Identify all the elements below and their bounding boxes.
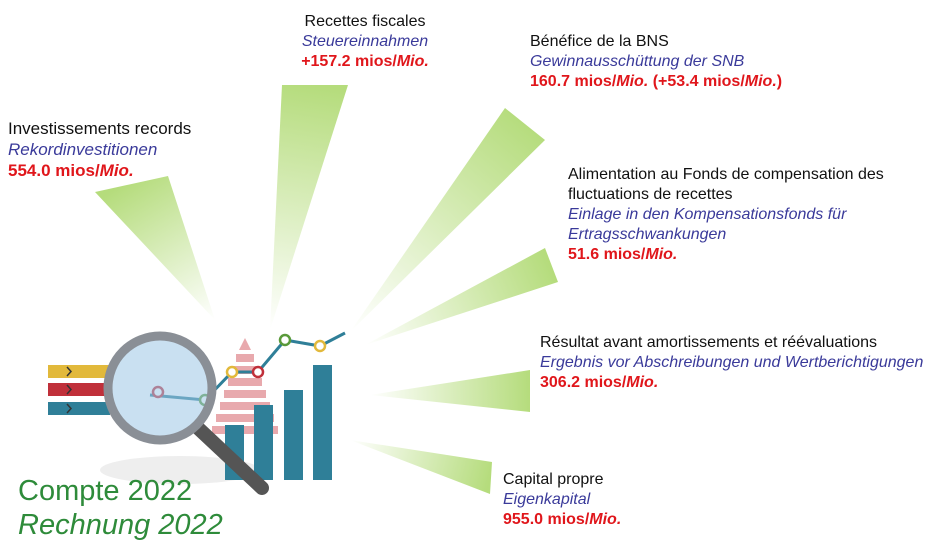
ray — [350, 440, 492, 494]
amount-part: 955.0 mios/ — [503, 511, 589, 528]
lens — [108, 336, 212, 440]
ray — [370, 370, 530, 412]
label-fr: Résultat avant amortissements et réévalu… — [540, 333, 935, 353]
label-fr: Bénéfice de la BNS — [530, 32, 850, 52]
amount-part: Mio. — [397, 53, 429, 70]
label-fr: Alimentation au Fonds de compensation de… — [568, 165, 913, 205]
label-de: Eigenkapital — [503, 490, 763, 510]
label-fr: Capital propre — [503, 470, 763, 490]
label-de: Steuereinnahmen — [270, 32, 460, 52]
label-de: Ergebnis vor Abschreibungen und Wertberi… — [540, 353, 935, 373]
callout: Résultat avant amortissements et réévalu… — [540, 333, 935, 393]
title-fr: Compte 2022 — [18, 474, 223, 508]
amount-part: 160.7 mios/ — [530, 73, 616, 90]
amount-part: ) — [777, 73, 782, 90]
amount: 554.0 mios/Mio. — [8, 160, 268, 181]
amount-part: 51.6 mios/ — [568, 246, 645, 263]
amount-part: +157.2 mios/ — [301, 53, 397, 70]
label-fr: Recettes fiscales — [270, 12, 460, 32]
amount-part: Mio. — [100, 161, 134, 180]
stripe — [48, 402, 110, 415]
amount: 955.0 mios/Mio. — [503, 510, 763, 530]
amount-part: Mio. — [589, 511, 621, 528]
ray — [270, 85, 348, 330]
amount-part: 554.0 mios/ — [8, 161, 100, 180]
amount-part: (+53.4 mios/ — [648, 73, 745, 90]
amount: 160.7 mios/Mio. (+53.4 mios/Mio.) — [530, 72, 850, 92]
amount-part: Mio. — [645, 246, 677, 263]
label-de: Rekordinvestitionen — [8, 139, 268, 160]
stripe — [48, 383, 110, 396]
label-de: Gewinnausschüttung der SNB — [530, 52, 850, 72]
stripe — [48, 365, 110, 378]
ray — [95, 176, 215, 320]
label-de: Einlage in den Kompensationsfonds für Er… — [568, 205, 913, 245]
amount: +157.2 mios/Mio. — [270, 52, 460, 72]
ray — [350, 108, 545, 332]
amount-part: 306.2 mios/ — [540, 374, 626, 391]
callout: Alimentation au Fonds de compensation de… — [568, 165, 913, 265]
amount-part: Mio. — [626, 374, 658, 391]
ray — [365, 248, 558, 345]
amount-part: Mio. — [616, 73, 648, 90]
label-fr: Investissements records — [8, 118, 268, 139]
page: Investissements recordsRekordinvestition… — [0, 0, 936, 547]
amount: 306.2 mios/Mio. — [540, 373, 935, 393]
title: Compte 2022 Rechnung 2022 — [18, 474, 223, 542]
amount-part: Mio. — [745, 73, 777, 90]
amount: 51.6 mios/Mio. — [568, 245, 913, 265]
title-de: Rechnung 2022 — [18, 508, 223, 542]
